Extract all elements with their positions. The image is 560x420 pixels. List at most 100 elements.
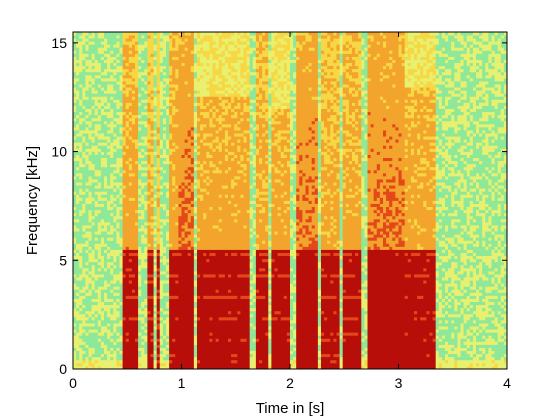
spectrogram-cell — [97, 252, 102, 257]
spectrogram-cell — [181, 332, 185, 336]
spectrogram-cell — [128, 139, 133, 143]
spectrogram-cell — [79, 111, 83, 116]
spectrogram-cell — [125, 71, 130, 76]
spectrogram-cell — [187, 133, 192, 137]
spectrogram-cell — [141, 362, 145, 367]
spectrogram-cell — [166, 77, 170, 82]
spectrogram-cell — [162, 313, 167, 318]
spectrogram-cell — [76, 188, 80, 192]
spectrogram-cell — [138, 102, 142, 106]
spectrogram-cell — [125, 151, 130, 155]
spectrogram-cell — [128, 117, 133, 122]
spectrogram-cell — [153, 304, 158, 309]
spectrogram-cell — [131, 120, 136, 125]
spectrogram-cell — [100, 77, 105, 82]
spectrogram-cell — [156, 108, 161, 113]
spectrogram-cell — [153, 142, 158, 146]
spectrogram-cell — [116, 65, 120, 70]
spectrogram-cell — [110, 188, 114, 192]
spectrogram-cell — [178, 32, 182, 36]
spectrogram-cell — [203, 231, 207, 235]
spectrogram-cell — [190, 329, 195, 333]
spectrogram-cell — [116, 62, 120, 67]
spectrogram-cell — [107, 56, 111, 60]
spectrogram-cell — [162, 350, 167, 355]
spectrogram-cell — [88, 341, 92, 345]
spectrogram-cell — [166, 347, 170, 352]
spectrogram-cell — [131, 175, 136, 180]
spectrogram-cell — [94, 270, 99, 275]
spectrogram-cell — [187, 298, 192, 302]
spectrogram-cell — [85, 310, 89, 315]
spectrogram-cell — [79, 350, 83, 355]
spectrogram-cell — [131, 264, 136, 269]
spectrogram-cell — [172, 102, 176, 106]
spectrogram-cell — [169, 105, 173, 109]
spectrogram-cell — [169, 62, 173, 67]
spectrogram-cell — [113, 295, 117, 299]
spectrogram-cell — [172, 264, 176, 269]
spectrogram-cell — [172, 252, 176, 257]
spectrogram-cell — [212, 234, 216, 238]
spectrogram-cell — [73, 38, 77, 42]
spectrogram-cell — [122, 123, 127, 128]
spectrogram-cell — [203, 323, 207, 327]
spectrogram-cell — [97, 84, 102, 88]
spectrogram-cell — [150, 323, 154, 327]
spectrogram-cell — [82, 301, 86, 306]
spectrogram-cell — [122, 274, 127, 278]
spectrogram-cell — [156, 71, 161, 76]
spectrogram-cell — [79, 335, 83, 339]
spectrogram-cell — [122, 301, 127, 306]
spectrogram-cell — [76, 255, 80, 260]
spectrogram-cell — [91, 203, 96, 208]
spectrogram-cell — [94, 38, 99, 42]
spectrogram-cell — [122, 102, 127, 106]
spectrogram-cell — [200, 145, 204, 149]
spectrogram-cell — [193, 84, 198, 88]
spectrogram-cell — [190, 179, 195, 183]
spectrogram-cell — [107, 270, 111, 275]
spectrogram-cell — [153, 212, 158, 217]
spectrogram-cell — [125, 160, 130, 165]
spectrogram-cell — [138, 157, 142, 162]
spectrogram-cell — [88, 35, 92, 39]
spectrogram-cell — [104, 243, 108, 247]
spectrogram-cell — [153, 35, 158, 39]
spectrogram-cell — [153, 111, 158, 116]
spectrogram-cell — [200, 323, 204, 327]
spectrogram-cell — [131, 182, 136, 186]
spectrogram-cell — [125, 335, 130, 339]
spectrogram-cell — [97, 326, 102, 330]
spectrogram-cell — [128, 234, 133, 238]
spectrogram-cell — [116, 255, 120, 260]
spectrogram-cell — [76, 295, 80, 299]
spectrogram-cell — [193, 175, 198, 180]
spectrogram-cell — [76, 84, 80, 88]
spectrogram-cell — [175, 246, 179, 250]
spectrogram-cell — [91, 264, 96, 269]
spectrogram-cell — [190, 362, 195, 367]
spectrogram-cell — [156, 231, 161, 235]
spectrogram-cell — [193, 179, 198, 183]
spectrogram-cell — [203, 35, 207, 39]
spectrogram-cell — [141, 203, 145, 208]
spectrogram-cell — [184, 307, 189, 312]
spectrogram-cell — [159, 365, 164, 370]
spectrogram-cell — [200, 258, 204, 263]
spectrogram-cell — [94, 283, 99, 287]
spectrogram-cell — [184, 157, 189, 162]
spectrogram-cell — [187, 316, 192, 321]
spectrogram-cell — [150, 283, 154, 287]
spectrogram-cell — [91, 65, 96, 70]
spectrogram-cell — [144, 270, 148, 275]
spectrogram-cell — [79, 96, 83, 100]
spectrogram-cell — [153, 50, 158, 54]
spectrogram-cell — [97, 197, 102, 201]
spectrogram-cell — [172, 298, 176, 302]
spectrogram-cell — [162, 32, 167, 36]
spectrogram-cell — [91, 38, 96, 42]
spectrogram-cell — [122, 209, 127, 214]
spectrogram-cell — [144, 274, 148, 278]
spectrogram-cell — [184, 203, 189, 208]
